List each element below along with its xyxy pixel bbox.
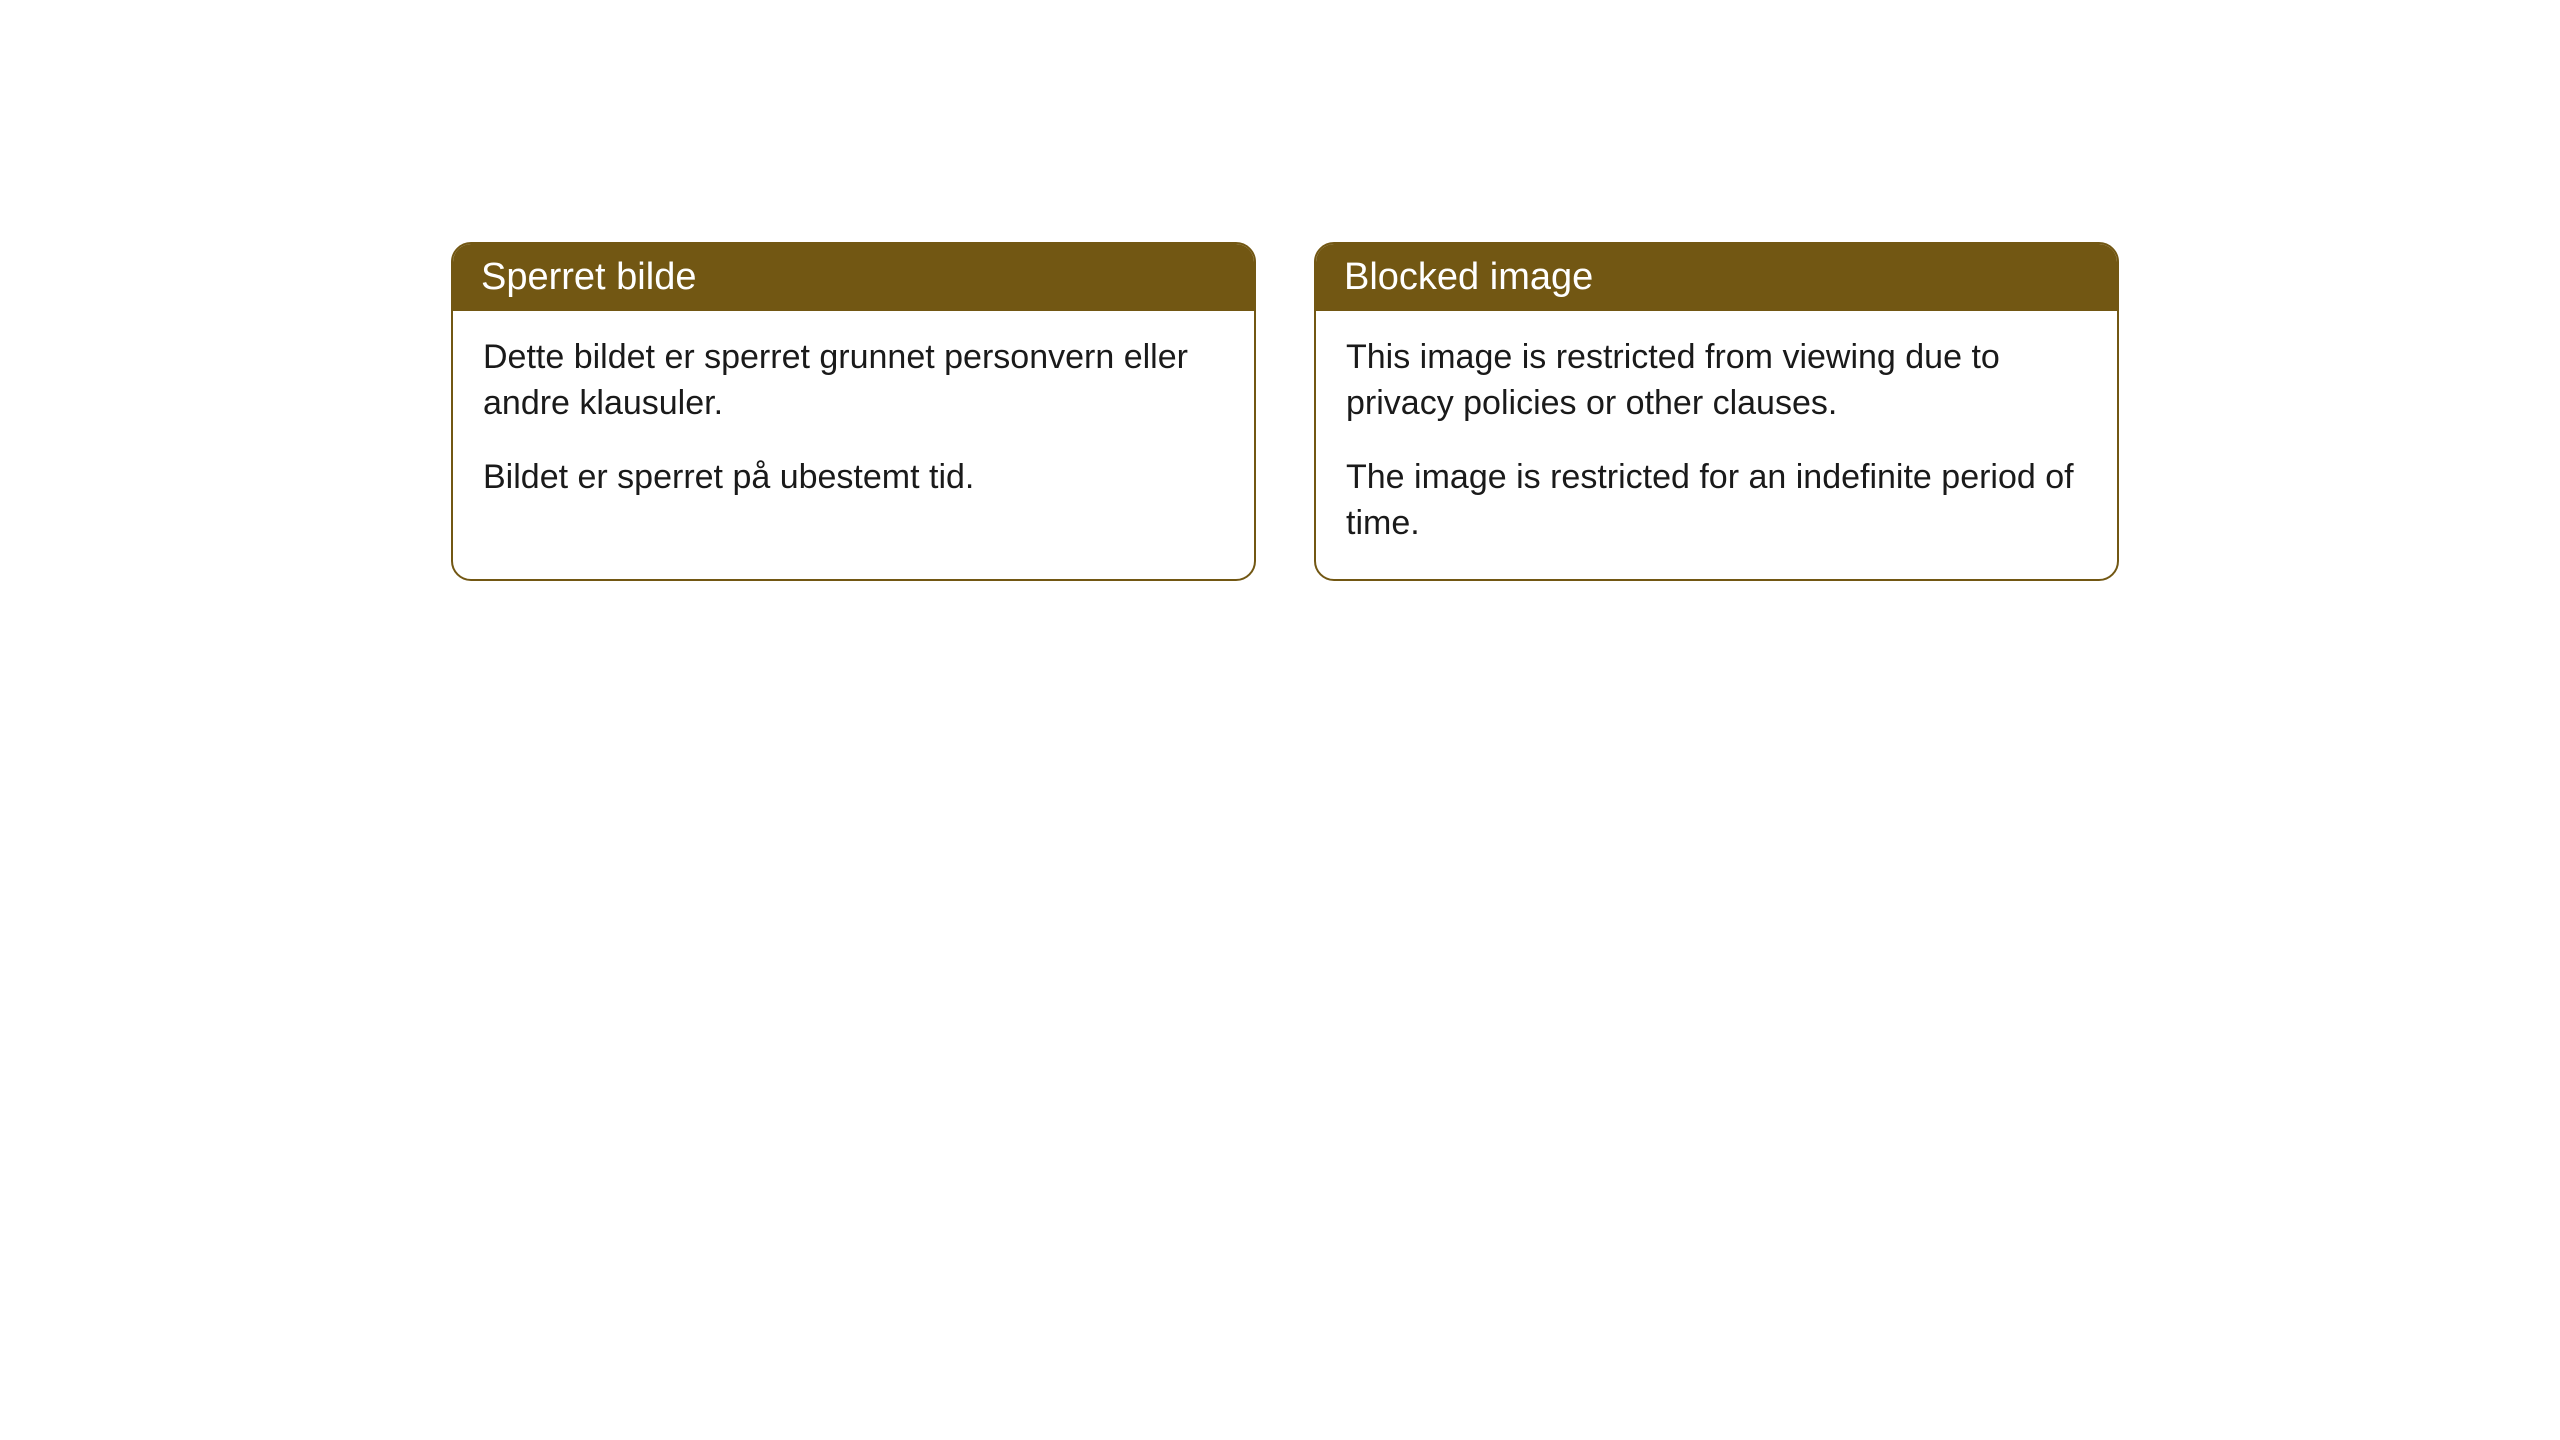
card-paragraph-1: Dette bildet er sperret grunnet personve…: [483, 335, 1224, 427]
card-title: Blocked image: [1344, 256, 1593, 298]
card-body: Dette bildet er sperret grunnet personve…: [453, 311, 1254, 533]
card-paragraph-1: This image is restricted from viewing du…: [1346, 335, 2087, 427]
cards-container: Sperret bilde Dette bildet er sperret gr…: [451, 242, 2560, 581]
card-title: Sperret bilde: [481, 256, 696, 298]
blocked-image-card-norwegian: Sperret bilde Dette bildet er sperret gr…: [451, 242, 1256, 581]
card-header: Blocked image: [1316, 244, 2117, 311]
card-body: This image is restricted from viewing du…: [1316, 311, 2117, 579]
card-header: Sperret bilde: [453, 244, 1254, 311]
card-paragraph-2: Bildet er sperret på ubestemt tid.: [483, 455, 1224, 501]
card-paragraph-2: The image is restricted for an indefinit…: [1346, 455, 2087, 547]
blocked-image-card-english: Blocked image This image is restricted f…: [1314, 242, 2119, 581]
